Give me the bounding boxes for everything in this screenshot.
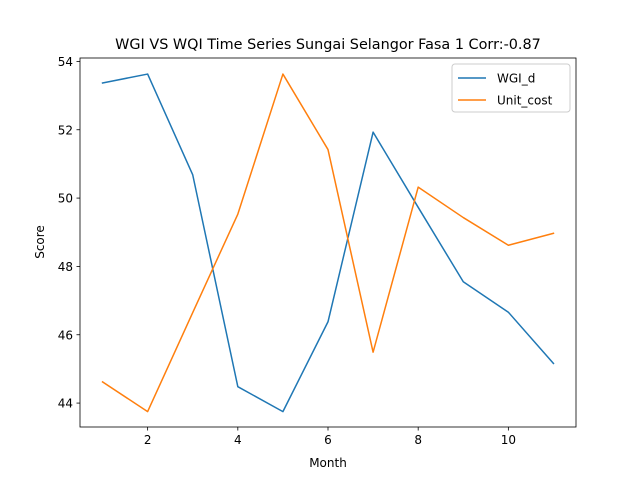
- x-tick-label: 10: [501, 433, 516, 447]
- y-tick-label: 48: [58, 260, 73, 274]
- x-axis-label: Month: [309, 456, 347, 470]
- series-line-unit-cost: [101, 73, 555, 413]
- legend: WGI_d Unit_cost: [451, 63, 571, 113]
- plot-area: [80, 58, 576, 427]
- y-tick-label: 54: [58, 55, 73, 69]
- chart-title: WGI VS WQI Time Series Sungai Selangor F…: [115, 37, 541, 53]
- x-tick-label: 4: [234, 433, 242, 447]
- y-axis-label: Score: [33, 225, 47, 259]
- x-axis: 2 4 6 8 10: [144, 427, 516, 447]
- legend-label: WGI_d: [497, 72, 535, 86]
- y-tick-label: 50: [58, 192, 73, 206]
- y-tick-label: 52: [58, 123, 73, 137]
- series-layer: [101, 73, 555, 413]
- series-line-wgi-d: [101, 73, 555, 413]
- plot-frame: [79, 57, 577, 428]
- x-tick-label: 2: [144, 433, 152, 447]
- x-tick-label: 8: [414, 433, 422, 447]
- y-tick-label: 44: [58, 397, 73, 411]
- legend-label: Unit_cost: [497, 94, 553, 108]
- y-axis: 44 46 48 50 52 54: [58, 55, 80, 411]
- x-tick-label: 6: [324, 433, 332, 447]
- y-tick-label: 46: [58, 328, 73, 342]
